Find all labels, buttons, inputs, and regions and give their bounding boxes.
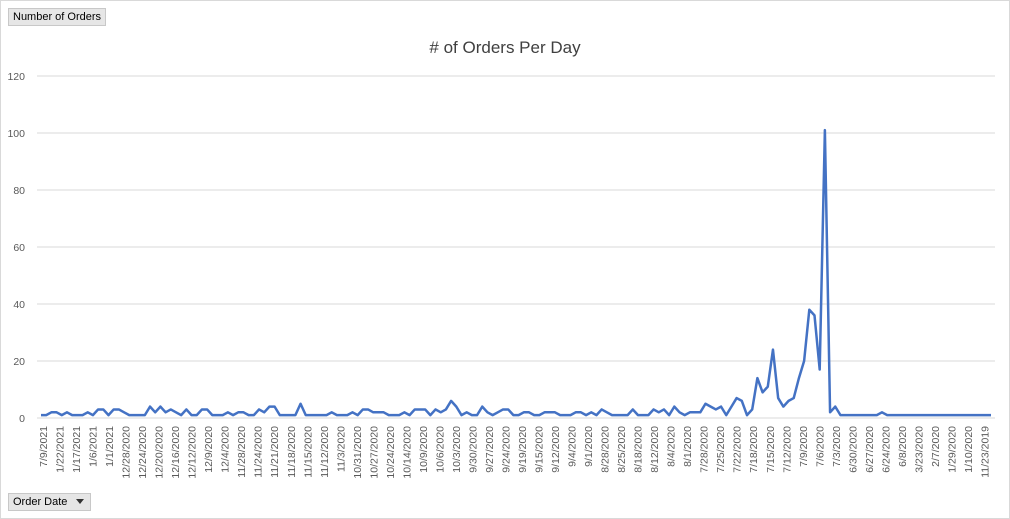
x-tick-label: 9/12/2020 (550, 426, 562, 473)
x-tick-label: 7/28/2020 (699, 426, 711, 473)
gridlines (37, 75, 995, 419)
x-tick-label: 8/18/2020 (633, 426, 645, 473)
y-tick-label: 120 (7, 71, 25, 83)
x-tick-label: 9/24/2020 (500, 426, 512, 473)
x-tick-label: 12/16/2020 (170, 426, 182, 479)
x-tick-label: 8/4/2020 (666, 426, 678, 467)
x-tick-label: 10/14/2020 (401, 426, 413, 479)
x-tick-label: 7/6/2020 (814, 426, 826, 467)
x-tick-label: 11/28/2020 (236, 426, 248, 478)
x-tick-label: 8/28/2020 (600, 426, 612, 473)
y-axis-tick-labels: 0 20 40 60 80 100 120 (7, 71, 25, 425)
x-tick-label: 8/1/2020 (682, 426, 694, 467)
x-tick-label: 10/27/2020 (368, 426, 380, 479)
x-tick-label: 11/24/2020 (253, 426, 265, 478)
y-tick-label: 0 (19, 413, 25, 425)
x-tick-label: 1/10/2020 (963, 426, 975, 473)
x-tick-label: 1/29/2020 (946, 426, 958, 473)
x-tick-label: 12/9/2020 (203, 426, 215, 473)
x-tick-label: 6/27/2020 (864, 426, 876, 473)
x-axis-tick-labels: 7/9/2021 1/22/2021 1/17/2021 1/6/2021 1/1/20… (38, 426, 991, 479)
x-tick-label: 1/6/2021 (88, 426, 100, 467)
x-tick-label: 7/9/2020 (798, 426, 810, 467)
chevron-down-icon (76, 498, 85, 504)
x-tick-label: 9/19/2020 (517, 426, 529, 473)
y-tick-label: 80 (13, 185, 25, 197)
x-tick-label: 12/20/2020 (154, 426, 166, 479)
x-tick-label: 11/21/2020 (269, 426, 281, 478)
x-tick-label: 9/1/2020 (583, 426, 595, 467)
y-tick-label: 40 (13, 299, 25, 311)
x-tick-label: 12/28/2020 (121, 426, 133, 479)
x-tick-label: 7/15/2020 (765, 426, 777, 473)
x-tick-label: 6/8/2020 (897, 426, 909, 467)
series-orders (41, 128, 991, 417)
y-tick-label: 20 (13, 356, 25, 368)
y-tick-label: 100 (7, 128, 25, 140)
x-tick-label: 1/22/2021 (55, 426, 67, 473)
y-tick-label: 60 (13, 242, 25, 254)
x-tick-label: 12/24/2020 (137, 426, 149, 479)
x-tick-label: 6/24/2020 (880, 426, 892, 473)
x-tick-label: 9/27/2020 (484, 426, 496, 473)
x-tick-label: 9/15/2020 (534, 426, 546, 473)
values-field-button[interactable]: Number of Orders (8, 8, 107, 26)
x-tick-label: 10/31/2020 (352, 426, 364, 479)
x-tick-label: 1/1/2021 (104, 426, 116, 467)
x-tick-label: 11/12/2020 (319, 426, 331, 478)
series-line (41, 128, 991, 417)
x-tick-label: 11/23/2019 (979, 426, 991, 478)
x-tick-label: 9/30/2020 (467, 426, 479, 473)
x-tick-label: 3/23/2020 (913, 426, 925, 473)
x-tick-label: 7/25/2020 (715, 426, 727, 473)
axis-field-button[interactable]: Order Date (8, 493, 92, 511)
x-tick-label: 10/3/2020 (451, 426, 463, 473)
x-tick-label: 12/4/2020 (220, 426, 232, 473)
x-tick-label: 10/24/2020 (385, 426, 397, 479)
x-tick-label: 2/7/2020 (930, 426, 942, 467)
x-tick-label: 11/18/2020 (286, 426, 298, 478)
x-tick-label: 7/3/2020 (831, 426, 843, 467)
axis-field-label: Order Date (13, 496, 68, 508)
x-tick-label: 7/12/2020 (781, 426, 793, 473)
x-tick-label: 7/18/2020 (748, 426, 760, 473)
x-tick-label: 6/30/2020 (847, 426, 859, 473)
x-tick-label: 10/6/2020 (434, 426, 446, 473)
x-tick-label: 11/15/2020 (302, 426, 314, 478)
x-tick-label: 7/9/2021 (38, 426, 50, 467)
x-tick-label: 8/12/2020 (649, 426, 661, 473)
x-tick-label: 8/25/2020 (616, 426, 628, 473)
x-tick-label: 9/4/2020 (567, 426, 579, 467)
x-tick-label: 7/22/2020 (732, 426, 744, 473)
x-tick-label: 12/12/2020 (187, 426, 199, 479)
values-field-label: Number of Orders (13, 11, 102, 23)
x-tick-label: 11/3/2020 (335, 426, 347, 472)
x-tick-label: 10/9/2020 (418, 426, 430, 473)
x-tick-label: 1/17/2021 (71, 426, 83, 473)
chart-title: # of Orders Per Day (429, 38, 581, 57)
